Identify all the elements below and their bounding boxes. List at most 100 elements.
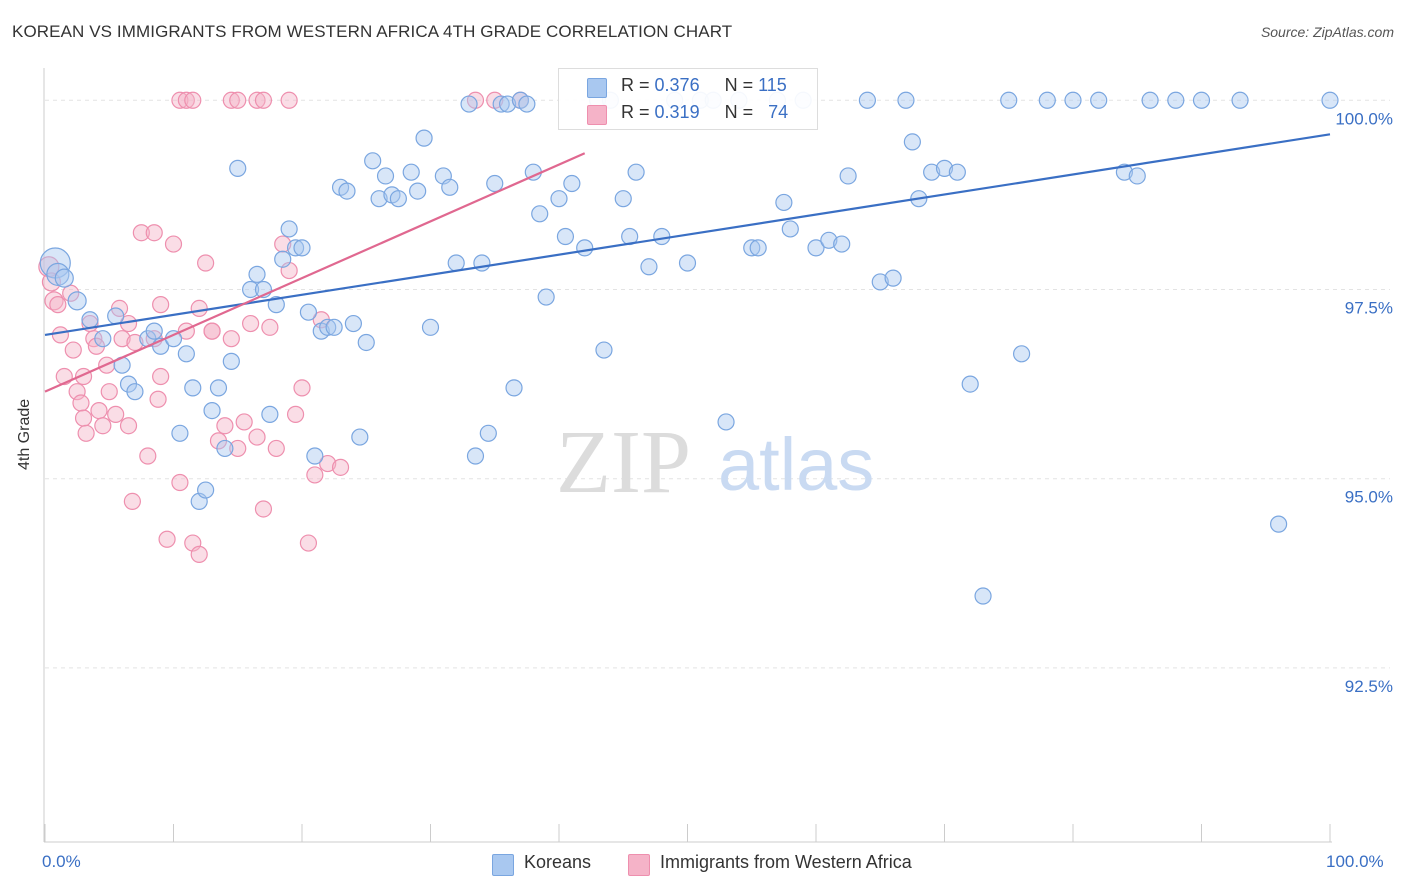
immigrant-point [164,235,183,253]
immigrant-point [51,326,70,344]
korean-point [923,163,941,181]
korean-point [344,314,362,333]
immigrant-point [248,428,266,446]
immigrant-point [90,401,108,420]
trend-lines [44,133,1331,393]
korean-point [1192,91,1211,109]
korean-point [486,174,504,193]
legend-r-label: R = [621,75,650,95]
immigrant-point [139,447,157,465]
korean-point [81,311,99,329]
gridlines [45,99,1390,669]
immigrant-point [171,91,189,109]
korean-point [627,163,645,181]
korean-point [338,182,356,200]
immigrant-point [68,383,86,401]
immigrant-point [177,91,195,109]
korean-point [441,178,459,196]
watermark: ZIP atlas [556,413,874,512]
legend-r-label: R = [621,102,650,122]
immigrants-trend-line [44,152,586,393]
korean-point [1012,345,1031,363]
korean-point [1115,163,1134,181]
immigrant-point [190,545,208,563]
immigrant-point [152,296,170,314]
axes [43,68,1332,843]
korean-point [614,190,632,208]
immigrant-point [261,318,279,336]
correlation-legend: R = 0.376 N = 115 R = 0.319 N = 74 [558,68,818,130]
y-tick-label: 92.5% [1345,677,1393,696]
legend-swatch-blue [587,78,607,98]
immigrant-point [248,91,266,109]
immigrant-point [254,91,273,109]
korean-point [447,254,465,272]
korean-point [376,167,395,185]
immigrant-point [64,341,82,359]
immigrant-point [152,367,170,386]
korean-point [216,439,234,458]
korean-point [556,227,575,246]
immigrant-point [171,473,189,492]
immigrant-point [49,296,67,314]
korean-point [421,318,440,336]
immigrant-point [235,413,253,431]
korean-point [505,379,523,397]
korean-point [820,231,838,249]
korean-point [67,291,87,311]
immigrant-point [123,492,141,511]
watermark-atlas: atlas [718,423,874,506]
korean-point [54,268,74,288]
immigrant-point [229,91,247,109]
korean-point [479,424,497,442]
korean-point [897,91,915,109]
korean-point [274,250,292,268]
korean-point [364,152,382,170]
immigrant-point [126,333,144,352]
korean-point [935,159,954,177]
korean-point [409,182,427,200]
korean-point [402,163,420,181]
x-tick-left: 0.0% [42,852,81,871]
legend-r-value: 0.319 [654,102,700,122]
korean-point [171,424,189,442]
korean-point [126,383,144,401]
korean-point [293,239,311,257]
koreans-trend-line [44,133,1331,336]
legend-n-label: N = [724,102,754,122]
korean-point [267,296,285,314]
immigrant-point [132,224,150,242]
korean-point [306,447,324,465]
korean-point [184,379,202,397]
immigrant-point [280,91,298,109]
korean-point [280,220,298,238]
korean-point [531,205,549,223]
immigrant-point [184,91,202,109]
korean-point [563,174,581,193]
korean-point [1269,515,1288,533]
korean-point [1321,91,1339,109]
korean-point [325,318,343,336]
immigrant-point [242,314,260,333]
immigrant-point [158,530,176,548]
y-tick-labels: 100.0% 97.5% 95.0% 92.5% [1335,109,1393,696]
korean-point [1231,91,1249,109]
immigrant-point [222,330,240,348]
korean-point [209,379,228,397]
legend-n-value: 115 [758,75,787,95]
korean-point [858,91,877,109]
immigrant-point [254,500,273,518]
immigrant-point [149,390,167,408]
series-label-immigrants: Immigrants from Western Africa [660,852,912,872]
immigrant-point [267,439,285,458]
immigrant-point [203,322,221,340]
korean-point [351,428,369,446]
korean-point [145,322,163,340]
korean-point [903,133,921,151]
korean-point [94,330,112,348]
korean-point [177,345,195,363]
immigrant-point [94,417,112,435]
korean-point [1167,91,1185,109]
immigrant-point [222,91,240,109]
y-tick-label: 100.0% [1335,109,1393,128]
